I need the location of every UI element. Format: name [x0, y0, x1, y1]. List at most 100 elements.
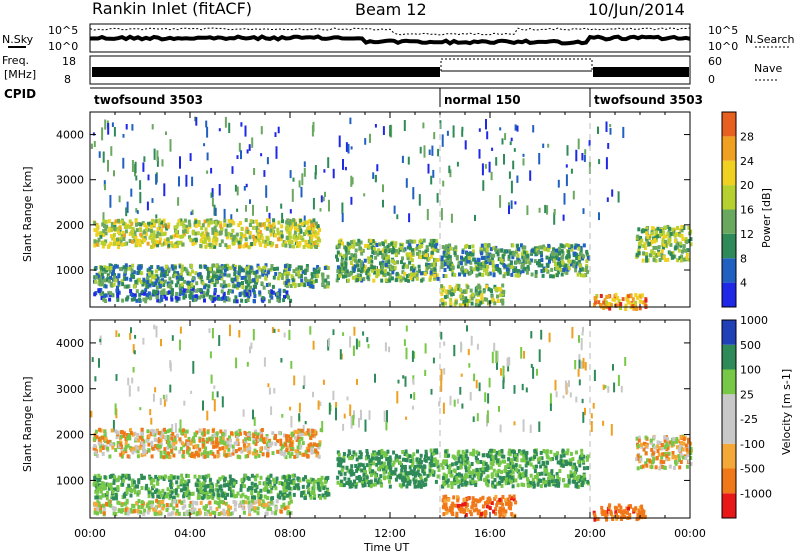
echo-cell	[408, 479, 412, 484]
echo-cell	[203, 285, 207, 290]
echo-cell	[542, 143, 545, 148]
echo-cell	[337, 452, 341, 457]
echo-cell	[440, 331, 443, 340]
echo-cell	[349, 472, 353, 477]
echo-cell	[616, 296, 620, 301]
echo-cell	[388, 459, 392, 464]
echo-cell	[513, 385, 516, 394]
echo-cell	[367, 343, 370, 349]
echo-cell	[138, 292, 142, 297]
echo-cell	[349, 404, 352, 417]
echo-cell	[247, 500, 251, 505]
echo-cell	[143, 291, 147, 296]
echo-cell	[104, 486, 107, 491]
echo-cell	[496, 350, 499, 362]
echo-cell	[384, 342, 387, 352]
echo-cell	[170, 291, 174, 296]
echo-cell	[413, 392, 416, 400]
echo-cell	[307, 279, 311, 284]
echo-cell	[632, 306, 636, 311]
echo-cell	[508, 251, 512, 256]
echo-cell	[161, 488, 165, 493]
echo-cell	[438, 401, 441, 407]
echo-cell	[238, 431, 242, 436]
echo-cell	[172, 506, 176, 511]
echo-cell	[280, 504, 284, 509]
echo-cell	[660, 255, 664, 260]
echo-cell	[209, 351, 212, 359]
echo-cell	[282, 288, 286, 293]
echo-cell	[96, 511, 99, 516]
echo-cell	[675, 241, 679, 246]
echo-cell	[313, 270, 317, 274]
echo-cell	[336, 257, 339, 262]
echo-cell	[358, 340, 361, 348]
echo-cell	[381, 464, 385, 469]
echo-cell	[489, 288, 493, 293]
echo-cell	[186, 486, 189, 491]
echo-cell	[101, 127, 104, 141]
echo-cell	[127, 284, 131, 289]
echo-cell	[142, 230, 146, 235]
echo-cell	[394, 467, 398, 472]
echo-cell	[338, 135, 341, 148]
echo-cell	[354, 484, 358, 489]
echo-cell	[160, 228, 163, 233]
echo-cell	[458, 272, 461, 277]
echo-cell	[269, 507, 273, 512]
echo-cell	[398, 473, 401, 478]
echo-cell	[409, 256, 413, 260]
echo-cell	[102, 493, 106, 498]
echo-cell	[461, 270, 465, 275]
echo-cell	[403, 467, 407, 472]
echo-cell	[442, 286, 445, 290]
echo-cell	[582, 326, 584, 332]
echo-cell	[175, 224, 179, 229]
echo-cell	[185, 473, 189, 478]
colorbar-segment	[722, 282, 736, 307]
echo-cell	[368, 467, 372, 472]
echo-cell	[390, 241, 394, 246]
echo-cell	[369, 238, 373, 243]
echo-cell	[577, 258, 581, 263]
echo-cell	[507, 202, 510, 206]
echo-cell	[213, 244, 217, 249]
echo-cell	[435, 462, 439, 467]
echo-cell	[217, 265, 221, 270]
echo-cell	[355, 481, 359, 486]
echo-cell	[530, 331, 533, 339]
echo-cell	[128, 239, 132, 243]
echo-cell	[131, 160, 134, 172]
echo-cell	[448, 285, 452, 289]
echo-cell	[101, 451, 105, 456]
echo-cell	[261, 499, 265, 504]
echo-cell	[180, 473, 184, 478]
echo-cell	[212, 297, 216, 302]
echo-cell	[134, 235, 138, 240]
echo-cell	[126, 511, 130, 516]
echo-cell	[440, 378, 443, 392]
echo-cell	[273, 267, 276, 271]
echo-cell	[204, 446, 208, 451]
echo-cell	[116, 500, 120, 505]
echo-cell	[227, 480, 230, 485]
echo-cell	[140, 240, 144, 245]
echo-cell	[234, 184, 237, 192]
echo-cell	[92, 132, 95, 136]
echo-cell	[420, 241, 424, 245]
echo-cell	[93, 476, 97, 480]
echo-cell	[266, 270, 270, 275]
echo-cell	[289, 284, 293, 288]
colorbar-tick-label: 20	[740, 179, 754, 192]
echo-cell	[111, 487, 115, 492]
echo-cell	[296, 430, 300, 435]
echo-cell	[117, 245, 121, 250]
echo-cell	[269, 473, 273, 478]
echo-cell	[133, 431, 137, 436]
echo-cell	[140, 505, 144, 510]
echo-cell	[258, 502, 262, 506]
echo-cell	[245, 226, 249, 231]
echo-cell	[118, 195, 121, 203]
echo-cell	[561, 261, 565, 266]
echo-cell	[402, 262, 406, 267]
